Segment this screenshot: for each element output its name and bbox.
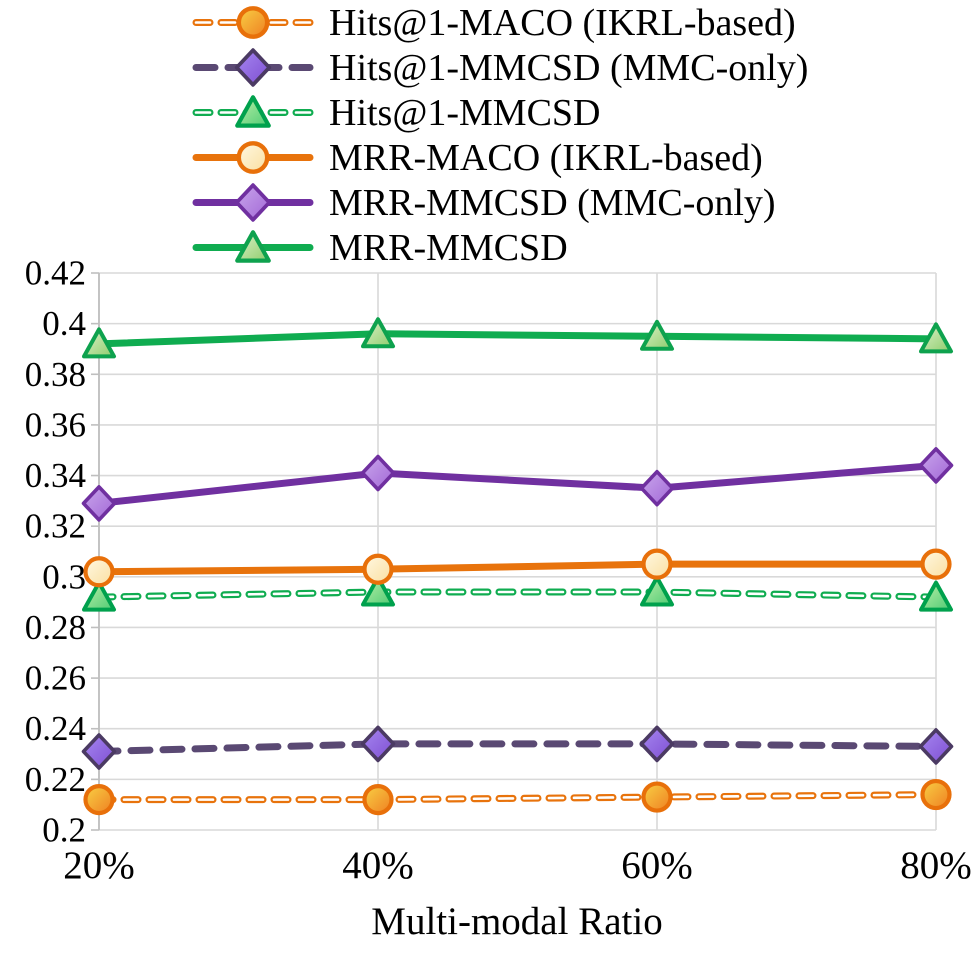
triangle-marker-icon <box>919 322 953 354</box>
legend-item: Hits@1-MACO (IKRL-based) <box>192 2 808 43</box>
legend-label: MRR-MMCSD <box>329 226 568 269</box>
x-tick-label: 60% <box>621 844 693 887</box>
diamond-marker-icon <box>81 733 117 770</box>
circle-marker-icon <box>920 778 952 811</box>
circle-marker-icon <box>83 556 115 588</box>
data-series <box>81 317 954 816</box>
circle-marker-icon <box>236 141 270 174</box>
legend-sample-circle-icon <box>192 6 314 39</box>
circle-marker-icon <box>362 553 394 585</box>
legend-sample-triangle-icon <box>192 230 314 263</box>
triangle-marker-icon <box>82 327 116 359</box>
series-hits-1-mmcsd <box>82 575 953 612</box>
x-tick-label: 40% <box>342 844 414 887</box>
y-tick-label: 0.32 <box>25 507 86 546</box>
y-tick-label: 0.3 <box>42 557 86 596</box>
legend-item: Hits@1-MMCSD <box>192 92 808 133</box>
legend-label: Hits@1-MMCSD (MMC-only) <box>329 46 809 89</box>
diamond-marker-icon <box>639 725 675 763</box>
series-line <box>95 560 940 576</box>
series-line <box>95 330 940 348</box>
triangle-marker-icon <box>235 230 271 263</box>
triangle-marker-icon <box>919 580 953 612</box>
legend-item: MRR-MMCSD <box>192 227 808 268</box>
legend-item: Hits@1-MMCSD (MMC-only) <box>192 47 808 88</box>
diamond-marker-icon <box>81 485 117 522</box>
y-tick-label: 0.34 <box>25 456 86 495</box>
legend-sample-circle-icon <box>192 141 314 174</box>
x-axis-title: Multi-modal Ratio <box>371 900 662 943</box>
y-tick-label: 0.24 <box>25 709 86 748</box>
series-line <box>95 461 940 507</box>
series-hits-1-mmcsd-mmc-only- <box>81 725 954 770</box>
y-tick-label: 0.28 <box>25 608 86 647</box>
triangle-marker-icon <box>82 580 116 612</box>
diamond-marker-icon <box>918 728 954 765</box>
series-mrr-maco-ikrl-based- <box>83 548 952 588</box>
x-axis-tick-labels: 20% 40% 60% 80% <box>63 844 972 887</box>
x-tick-label: 80% <box>900 844 972 887</box>
circle-marker-icon <box>641 548 673 580</box>
triangle-marker-icon <box>361 575 395 607</box>
legend-item: MRR-MACO (IKRL-based) <box>192 137 808 178</box>
series-mrr-mmcsd-mmc-only- <box>81 447 954 522</box>
series-line <box>95 740 940 756</box>
series-line-inner <box>97 793 938 801</box>
x-tick-label: 20% <box>63 844 135 887</box>
legend-label: MRR-MACO (IKRL-based) <box>329 136 763 179</box>
triangle-marker-icon <box>235 95 271 128</box>
legend-sample-diamond-icon <box>192 48 314 87</box>
y-tick-label: 0.2 <box>42 811 86 850</box>
triangle-marker-icon <box>640 319 674 351</box>
y-tick-label: 0.22 <box>25 760 86 799</box>
circle-marker-icon <box>920 548 952 580</box>
diamond-marker-icon <box>234 48 272 87</box>
circle-marker-icon <box>641 781 673 813</box>
triangle-marker-icon <box>640 575 674 607</box>
legend-sample-triangle-icon <box>192 95 314 128</box>
circle-marker-icon <box>362 784 394 816</box>
y-tick-label: 0.38 <box>25 355 86 394</box>
chart-legend: Hits@1-MACO (IKRL-based) Hits@1-MMCSD (MM… <box>192 2 808 268</box>
circle-marker-icon <box>83 784 115 816</box>
legend-item: MRR-MMCSD (MMC-only) <box>192 182 808 223</box>
series-mrr-mmcsd <box>82 317 953 359</box>
diamond-marker-icon <box>234 183 272 222</box>
diamond-marker-icon <box>360 725 396 763</box>
diamond-marker-icon <box>639 469 675 507</box>
diamond-marker-icon <box>918 447 954 484</box>
series-hits-1-maco-ikrl-based- <box>83 778 952 816</box>
series-line-inner <box>97 590 938 599</box>
y-tick-label: 0.42 <box>25 254 86 293</box>
legend-label: Hits@1-MMCSD <box>329 91 601 134</box>
legend-sample-diamond-icon <box>192 183 314 222</box>
legend-label: Hits@1-MACO (IKRL-based) <box>329 1 796 44</box>
diamond-marker-icon <box>360 454 396 492</box>
y-axis-tick-labels: 0.2 0.22 0.24 0.26 0.28 0.3 0.32 0.34 0.36 0.38 0.… <box>25 254 86 850</box>
y-tick-label: 0.26 <box>25 659 86 698</box>
legend-label: MRR-MMCSD (MMC-only) <box>329 181 776 224</box>
y-tick-label: 0.4 <box>42 304 86 343</box>
circle-marker-icon <box>236 6 270 39</box>
triangle-marker-icon <box>361 317 395 349</box>
y-tick-label: 0.36 <box>25 405 86 444</box>
